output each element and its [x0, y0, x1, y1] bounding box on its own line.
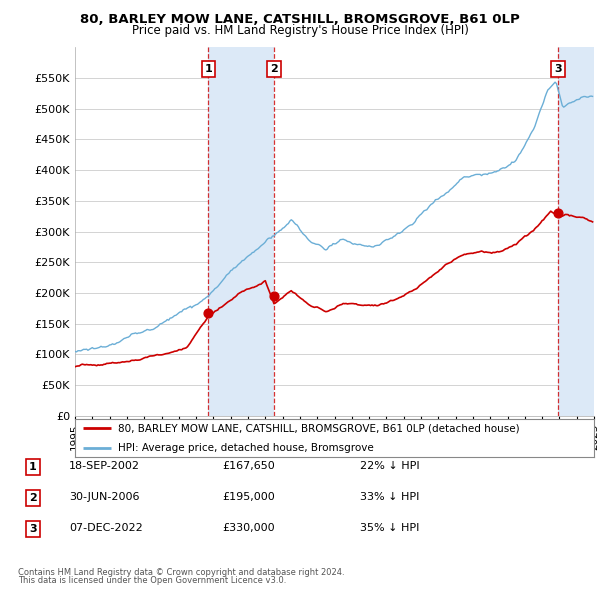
Text: £195,000: £195,000 — [222, 492, 275, 502]
Point — [269, 291, 278, 301]
Text: This data is licensed under the Open Government Licence v3.0.: This data is licensed under the Open Gov… — [18, 576, 286, 585]
Text: 80, BARLEY MOW LANE, CATSHILL, BROMSGROVE, B61 0LP (detached house): 80, BARLEY MOW LANE, CATSHILL, BROMSGROV… — [118, 424, 519, 434]
Bar — [558, 47, 594, 416]
Text: 30-JUN-2006: 30-JUN-2006 — [69, 492, 139, 502]
Text: 3: 3 — [29, 524, 37, 533]
Text: £330,000: £330,000 — [222, 523, 275, 533]
Point — [553, 208, 563, 218]
Bar — [208, 47, 274, 416]
Text: Price paid vs. HM Land Registry's House Price Index (HPI): Price paid vs. HM Land Registry's House … — [131, 24, 469, 37]
Text: 1: 1 — [205, 64, 212, 74]
Text: 3: 3 — [554, 64, 562, 74]
Text: 35% ↓ HPI: 35% ↓ HPI — [360, 523, 419, 533]
Text: Contains HM Land Registry data © Crown copyright and database right 2024.: Contains HM Land Registry data © Crown c… — [18, 568, 344, 577]
Text: 2: 2 — [29, 493, 37, 503]
Text: HPI: Average price, detached house, Bromsgrove: HPI: Average price, detached house, Brom… — [118, 442, 373, 453]
Text: 33% ↓ HPI: 33% ↓ HPI — [360, 492, 419, 502]
Text: £167,650: £167,650 — [222, 461, 275, 471]
Text: 18-SEP-2002: 18-SEP-2002 — [69, 461, 140, 471]
Text: 07-DEC-2022: 07-DEC-2022 — [69, 523, 143, 533]
Point — [203, 308, 213, 317]
Text: 2: 2 — [270, 64, 278, 74]
Text: 80, BARLEY MOW LANE, CATSHILL, BROMSGROVE, B61 0LP: 80, BARLEY MOW LANE, CATSHILL, BROMSGROV… — [80, 13, 520, 26]
Text: 1: 1 — [29, 463, 37, 472]
Text: 22% ↓ HPI: 22% ↓ HPI — [360, 461, 419, 471]
